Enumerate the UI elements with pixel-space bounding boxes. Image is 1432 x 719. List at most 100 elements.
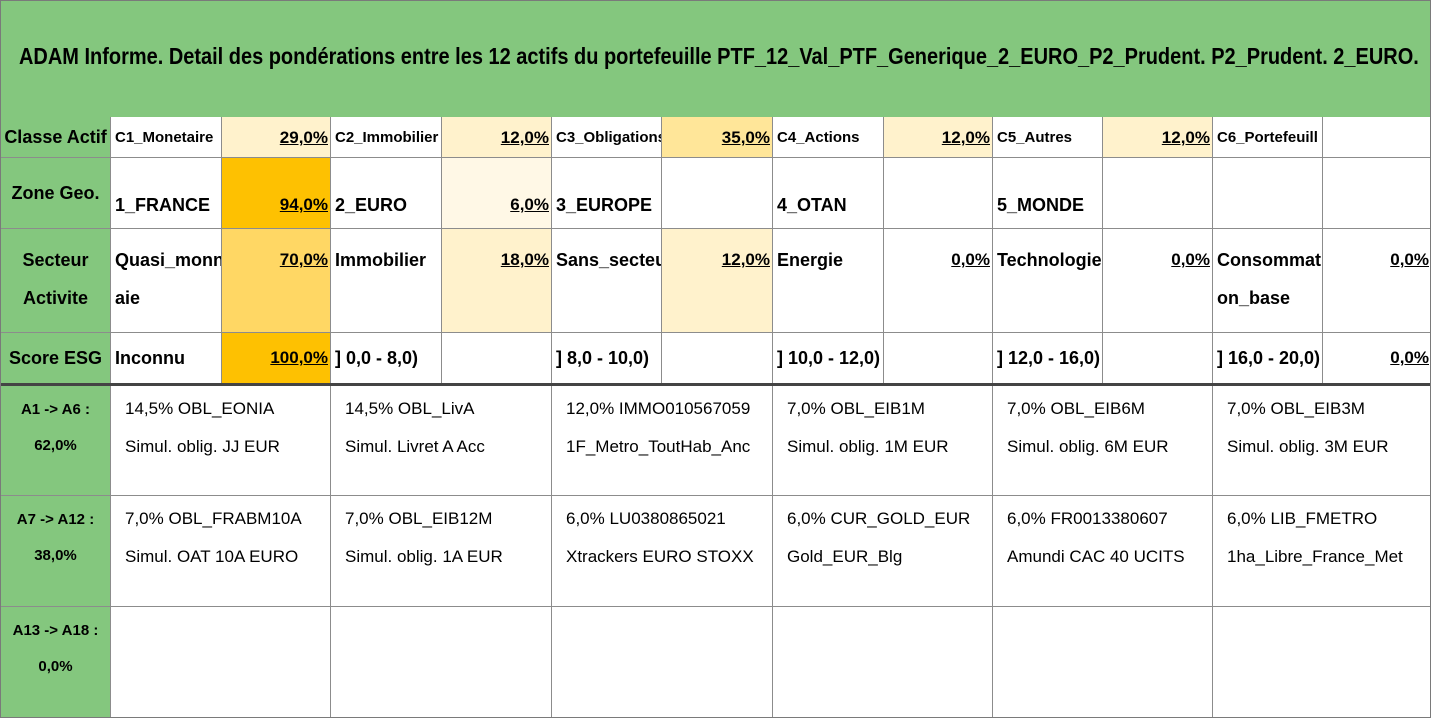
- esg-label-text: ] 8,0 - 10,0): [556, 347, 650, 368]
- secteur-value: 18,0%: [442, 229, 552, 333]
- asset-cell: 7,0% OBL_EIB1M Simul. oblig. 1M EUR: [773, 386, 993, 496]
- esg-label-text: ] 12,0 - 16,0): [997, 347, 1101, 368]
- asset-group-range: A1 -> A6 :: [20, 401, 91, 418]
- zone-label: 1_FRANCE: [111, 158, 222, 229]
- classe-label: C3_Obligations: [552, 117, 662, 158]
- row-header-line2: Activite: [22, 288, 89, 308]
- secteur-label-line1: Technologie: [997, 250, 1102, 270]
- asset-group-total: 0,0%: [38, 658, 73, 675]
- secteur-value-text: 12,0%: [721, 250, 770, 269]
- asset-cell: 7,0% OBL_EIB6M Simul. oblig. 6M EUR: [993, 386, 1213, 496]
- row-header-label: Zone Geo.: [11, 182, 100, 203]
- asset-cell: 7,0% OBL_EIB12M Simul. oblig. 1A EUR: [331, 496, 552, 607]
- zone-label-text: 5_MONDE: [997, 195, 1085, 215]
- secteur-label-line2: on_base: [1217, 288, 1291, 308]
- classe-value-text: 12,0%: [941, 128, 990, 147]
- asset-description: Simul. oblig. 6M EUR: [1007, 437, 1169, 456]
- asset-cell: 12,0% IMMO010567059 1F_Metro_ToutHab_Anc: [552, 386, 773, 496]
- asset-group-range: A7 -> A12 :: [16, 511, 95, 528]
- secteur-label: Sans_secteur: [552, 229, 662, 333]
- asset-weight-code: 7,0% OBL_EIB3M: [1227, 399, 1365, 418]
- report-title: ADAM Informe. Detail des pondérations en…: [19, 43, 1419, 69]
- row-header-label: Classe Actif: [4, 126, 107, 147]
- title-bar: ADAM Informe. Detail des pondérations en…: [1, 1, 1430, 117]
- secteur-value: 0,0%: [884, 229, 993, 333]
- zone-value: 94,0%: [222, 158, 331, 229]
- asset-group-header-a13-a18: A13 -> A18 : 0,0%: [1, 607, 111, 717]
- asset-weight-code: 6,0% FR0013380607: [1007, 509, 1168, 528]
- asset-cell: 14,5% OBL_LivA Simul. Livret A Acc: [331, 386, 552, 496]
- asset-description: 1ha_Libre_France_Met: [1227, 547, 1403, 566]
- esg-label: ] 12,0 - 16,0): [993, 333, 1103, 383]
- classe-label: C6_Portefeuill: [1213, 117, 1323, 158]
- esg-label: ] 10,0 - 12,0): [773, 333, 884, 383]
- secteur-label: Consommati on_base: [1213, 229, 1323, 333]
- asset-cell: 7,0% OBL_FRABM10A Simul. OAT 10A EURO: [111, 496, 331, 607]
- asset-description: Gold_EUR_Blg: [787, 547, 903, 566]
- esg-label-text: ] 16,0 - 20,0): [1217, 347, 1321, 368]
- asset-weight-code: 12,0% IMMO010567059: [566, 399, 751, 418]
- asset-weight-code: 6,0% CUR_GOLD_EUR: [787, 509, 971, 528]
- esg-label: ] 8,0 - 10,0): [552, 333, 662, 383]
- row-header-secteur-activite: Secteur Activite: [1, 229, 111, 333]
- asset-group-header-a7-a12: A7 -> A12 : 38,0%: [1, 496, 111, 607]
- esg-label-text: Inconnu: [115, 347, 185, 368]
- asset-weight-code: 7,0% OBL_FRABM10A: [125, 509, 302, 528]
- secteur-value-text: 0,0%: [1171, 250, 1210, 269]
- row-header-line1: Secteur: [22, 250, 89, 270]
- secteur-value: 0,0%: [1323, 229, 1430, 333]
- asset-weight-code: 6,0% LU0380865021: [566, 509, 726, 528]
- asset-description: Simul. oblig. JJ EUR: [125, 437, 280, 456]
- esg-value: 0,0%: [1323, 333, 1430, 383]
- asset-description: Simul. oblig. 3M EUR: [1227, 437, 1389, 456]
- asset-group-total: 62,0%: [34, 437, 77, 454]
- classe-value: 12,0%: [884, 117, 993, 158]
- row-header-classe-actif: Classe Actif: [1, 117, 111, 158]
- zone-label: 3_EUROPE: [552, 158, 662, 229]
- asset-weight-code: 14,5% OBL_LivA: [345, 399, 475, 418]
- asset-description: 1F_Metro_ToutHab_Anc: [566, 437, 751, 456]
- esg-label-text: ] 0,0 - 8,0): [335, 347, 419, 368]
- classe-label-text: C4_Actions: [777, 128, 860, 146]
- esg-value-text: 0,0%: [1390, 348, 1429, 367]
- classe-value: [1323, 117, 1430, 158]
- zone-label-text: 3_EUROPE: [556, 195, 653, 215]
- secteur-label-line1: Sans_secteur: [556, 250, 662, 270]
- asset-cell: 6,0% LU0380865021 Xtrackers EURO STOXX: [552, 496, 773, 607]
- asset-cell: 6,0% CUR_GOLD_EUR Gold_EUR_Blg: [773, 496, 993, 607]
- classe-value: 12,0%: [1103, 117, 1213, 158]
- esg-label: Inconnu: [111, 333, 222, 383]
- secteur-label-line2: aie: [115, 288, 141, 308]
- esg-value: [1103, 333, 1213, 383]
- zone-label: 4_OTAN: [773, 158, 884, 229]
- classe-value-text: 29,0%: [279, 128, 328, 147]
- esg-value: 100,0%: [222, 333, 331, 383]
- classe-value-text: 12,0%: [1161, 128, 1210, 147]
- esg-value: [442, 333, 552, 383]
- zone-label-text: 2_EURO: [335, 195, 408, 215]
- asset-cell: [111, 607, 331, 717]
- classe-label: C2_Immobilier: [331, 117, 442, 158]
- asset-cell: 7,0% OBL_EIB3M Simul. oblig. 3M EUR: [1213, 386, 1430, 496]
- classe-label-text: C2_Immobilier: [335, 128, 439, 146]
- secteur-value: 0,0%: [1103, 229, 1213, 333]
- asset-cell: [773, 607, 993, 717]
- asset-weight-code: 6,0% LIB_FMETRO: [1227, 509, 1378, 528]
- asset-description: Amundi CAC 40 UCITS: [1007, 547, 1185, 566]
- asset-weight-code: 7,0% OBL_EIB6M: [1007, 399, 1145, 418]
- asset-cell: 14,5% OBL_EONIA Simul. oblig. JJ EUR: [111, 386, 331, 496]
- secteur-label-line1: Energie: [777, 250, 844, 270]
- esg-label: ] 0,0 - 8,0): [331, 333, 442, 383]
- secteur-value: 70,0%: [222, 229, 331, 333]
- secteur-label: Technologie: [993, 229, 1103, 333]
- zone-label: [1213, 158, 1323, 229]
- asset-description: Simul. Livret A Acc: [345, 437, 485, 456]
- classe-label: C1_Monetaire: [111, 117, 222, 158]
- row-header-label: Score ESG: [8, 347, 103, 368]
- secteur-value-text: 70,0%: [279, 250, 328, 269]
- asset-cell: 6,0% LIB_FMETRO 1ha_Libre_France_Met: [1213, 496, 1430, 607]
- classe-value: 12,0%: [442, 117, 552, 158]
- esg-value-text: 100,0%: [270, 348, 328, 367]
- section-separator: [1, 383, 1430, 386]
